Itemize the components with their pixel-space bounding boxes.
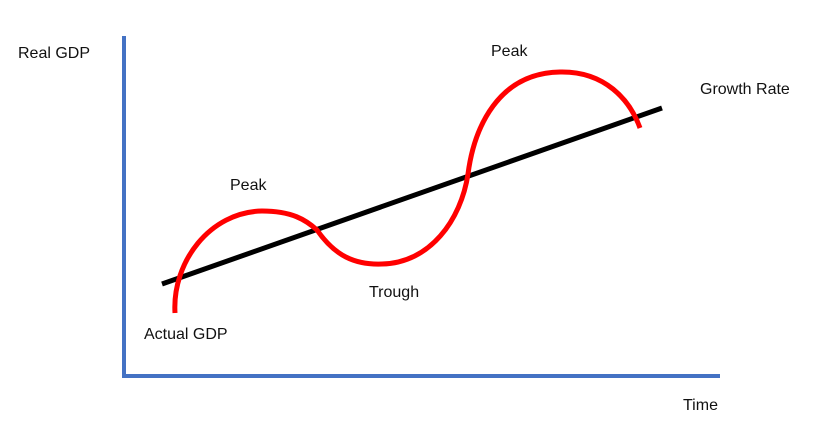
growth-rate-label: Growth Rate [700, 81, 790, 98]
actual-gdp-curve [172, 69, 643, 314]
peak-label-first: Peak [230, 177, 267, 194]
y-axis-label: Real GDP [18, 45, 90, 62]
peak-label-second: Peak [491, 43, 528, 60]
trough-label: Trough [369, 284, 419, 301]
growth-rate-line [161, 105, 663, 287]
actual-gdp-label: Actual GDP [144, 326, 228, 343]
x-axis-label: Time [683, 397, 718, 414]
